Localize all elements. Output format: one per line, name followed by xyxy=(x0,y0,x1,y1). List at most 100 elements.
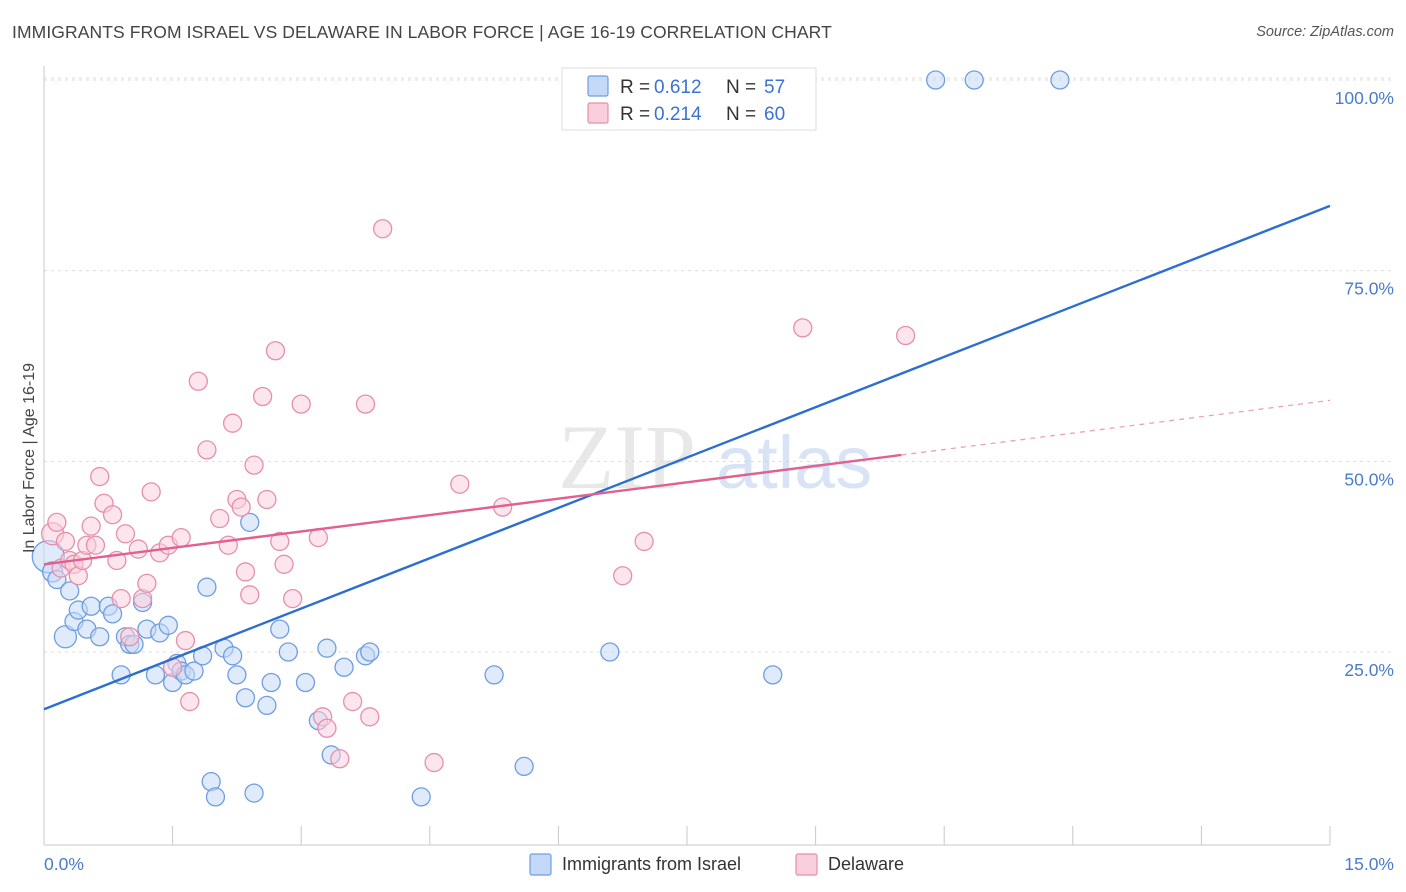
point-delaware-27 xyxy=(180,691,200,712)
point-israel-39 xyxy=(278,642,298,662)
y-tick-label-100: 100.0% xyxy=(1335,88,1394,108)
points-layer xyxy=(31,70,1070,807)
point-delaware-59 xyxy=(895,325,916,346)
point-delaware-15 xyxy=(111,588,131,609)
bottom-legend-label-delaware: Delaware xyxy=(828,854,904,874)
y-tick-label-25: 25.0% xyxy=(1344,660,1394,680)
legend: R = 0.612 N = 57 R = 0.214 N = 60 xyxy=(561,67,817,131)
bottom-legend: Immigrants from Israel Delaware xyxy=(529,853,904,876)
trendline-israel xyxy=(43,204,1331,711)
point-delaware-52 xyxy=(372,219,393,239)
point-delaware-43 xyxy=(282,588,303,609)
point-delaware-36 xyxy=(240,585,260,605)
point-delaware-29 xyxy=(197,440,217,460)
watermark-zip: ZIP xyxy=(558,406,696,508)
trendline-delaware xyxy=(43,453,902,566)
point-israel-32 xyxy=(227,665,247,685)
point-delaware-53 xyxy=(424,752,444,773)
point-delaware-50 xyxy=(355,394,376,414)
y-tick-label-50: 50.0% xyxy=(1344,469,1394,489)
point-delaware-48 xyxy=(330,749,350,769)
point-israel-9 xyxy=(90,627,110,647)
legend-n-label-israel: N = xyxy=(726,77,756,98)
point-israel-8 xyxy=(81,596,101,616)
point-delaware-13 xyxy=(102,505,123,525)
point-delaware-9 xyxy=(81,516,101,536)
bottom-legend-label-israel: Immigrants from Israel xyxy=(562,854,741,874)
legend-r-label-delaware: R = xyxy=(620,104,650,125)
x-tick-label-min: 0.0% xyxy=(44,854,84,874)
point-israel-50 xyxy=(600,642,620,662)
point-delaware-1 xyxy=(47,512,67,532)
bottom-legend-swatch-israel xyxy=(529,853,552,876)
point-delaware-34 xyxy=(231,497,251,517)
point-delaware-17 xyxy=(120,627,140,647)
point-israel-3 xyxy=(60,581,80,601)
trendline-extension-delaware xyxy=(901,399,1331,456)
point-delaware-35 xyxy=(235,562,256,582)
point-delaware-47 xyxy=(317,718,337,738)
point-israel-40 xyxy=(295,672,316,693)
chart-title: IMMIGRANTS FROM ISRAEL VS DELAWARE IN LA… xyxy=(12,22,832,42)
point-delaware-3 xyxy=(55,531,76,552)
point-delaware-37 xyxy=(244,455,264,475)
point-israel-37 xyxy=(261,672,281,693)
point-delaware-30 xyxy=(210,508,230,529)
legend-n-label-delaware: N = xyxy=(726,104,756,125)
y-tick-label-75: 75.0% xyxy=(1344,279,1394,299)
point-delaware-39 xyxy=(257,489,277,510)
point-israel-31 xyxy=(222,646,243,666)
point-israel-51 xyxy=(763,665,783,685)
point-israel-34 xyxy=(244,783,264,803)
x-tick-label-max: 15.0% xyxy=(1344,854,1394,874)
point-israel-29 xyxy=(205,787,226,807)
point-israel-47 xyxy=(411,787,431,807)
point-israel-33 xyxy=(235,688,256,708)
point-israel-20 xyxy=(158,615,178,635)
point-delaware-16 xyxy=(115,524,136,544)
y-axis-title: In Labor Force | Age 16-19 xyxy=(21,363,38,553)
point-delaware-54 xyxy=(450,474,470,494)
point-israel-42 xyxy=(317,638,337,658)
legend-swatch-israel xyxy=(587,75,609,97)
point-delaware-49 xyxy=(342,691,363,712)
point-delaware-56 xyxy=(613,566,633,586)
point-israel-46 xyxy=(360,642,380,662)
point-delaware-18 xyxy=(128,539,148,559)
point-israel-38 xyxy=(270,619,290,639)
point-israel-52 xyxy=(925,70,946,90)
legend-swatch-delaware xyxy=(587,102,609,124)
point-israel-35 xyxy=(240,512,260,532)
point-delaware-38 xyxy=(252,386,273,407)
legend-r-value-israel: 0.612 xyxy=(654,77,702,98)
legend-n-value-israel: 57 xyxy=(764,77,785,98)
point-delaware-10 xyxy=(85,535,106,555)
legend-r-label-israel: R = xyxy=(620,77,650,98)
point-israel-48 xyxy=(484,665,504,685)
point-delaware-32 xyxy=(222,413,243,433)
point-israel-53 xyxy=(964,70,984,90)
point-delaware-42 xyxy=(274,554,294,574)
point-delaware-20 xyxy=(137,573,157,594)
point-israel-54 xyxy=(1050,70,1070,90)
point-israel-36 xyxy=(257,695,277,716)
point-israel-11 xyxy=(102,604,123,624)
chart-source: Source: ZipAtlas.com xyxy=(1256,24,1394,40)
point-israel-27 xyxy=(197,577,217,597)
point-israel-25 xyxy=(184,661,204,681)
axis-layer: 25.0% 50.0% 75.0% 100.0% xyxy=(43,66,1394,846)
point-israel-44 xyxy=(334,657,354,677)
point-delaware-44 xyxy=(291,394,311,414)
point-delaware-57 xyxy=(634,531,654,552)
point-delaware-28 xyxy=(188,371,208,391)
point-israel-49 xyxy=(514,756,534,777)
point-delaware-25 xyxy=(171,527,191,548)
trend-layer xyxy=(43,204,1331,711)
point-delaware-26 xyxy=(175,630,196,651)
point-delaware-11 xyxy=(90,466,110,487)
point-delaware-58 xyxy=(793,318,813,338)
bottom-legend-swatch-delaware xyxy=(795,853,818,876)
point-delaware-40 xyxy=(265,341,286,361)
point-delaware-21 xyxy=(141,482,161,502)
